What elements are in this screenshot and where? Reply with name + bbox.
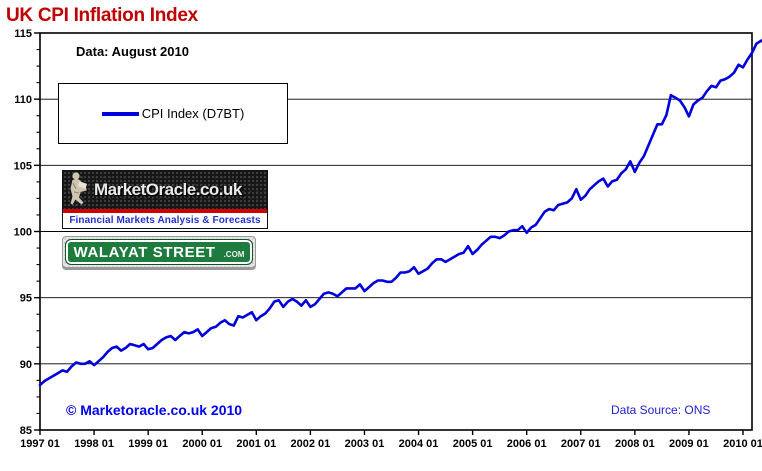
svg-text:2004 01: 2004 01 — [399, 438, 439, 450]
walayat-street-sign: WALAYAT STREET .COM — [65, 239, 253, 265]
copyright-notice: © Marketoracle.co.uk 2010 — [66, 402, 243, 418]
svg-text:2003 01: 2003 01 — [345, 438, 385, 450]
walayat-street-text: WALAYAT STREET — [73, 243, 216, 261]
svg-text:2009 01: 2009 01 — [669, 438, 709, 450]
svg-text:2002 01: 2002 01 — [291, 438, 331, 450]
svg-text:2006 01: 2006 01 — [507, 438, 547, 450]
svg-text:110: 110 — [14, 94, 32, 106]
svg-text:2005 01: 2005 01 — [453, 438, 493, 450]
svg-text:100: 100 — [14, 227, 32, 239]
data-vintage-label: Data: August 2010 — [76, 44, 189, 59]
legend-series-label: CPI Index (D7BT) — [141, 106, 245, 121]
svg-text:2007 01: 2007 01 — [561, 438, 601, 450]
walayat-street-logo: WALAYAT STREET .COM — [62, 236, 256, 268]
svg-text:115: 115 — [14, 28, 32, 40]
svg-text:2010 01: 2010 01 — [723, 438, 762, 450]
marketoracle-tagline: Financial Markets Analysis & Forecasts — [69, 215, 261, 226]
svg-text:85: 85 — [20, 425, 32, 437]
svg-text:2001 01: 2001 01 — [236, 438, 276, 450]
svg-text:95: 95 — [20, 293, 32, 305]
svg-text:90: 90 — [20, 359, 32, 371]
marketoracle-logo-banner: MarketOracle.co.uk — [63, 171, 267, 209]
oracle-statue-icon — [66, 171, 92, 210]
legend-line-swatch-icon — [101, 111, 139, 116]
marketoracle-logo-text: MarketOracle.co.uk — [94, 180, 242, 199]
page-title: UK CPI Inflation Index — [6, 5, 198, 26]
walayat-street-suffix: .COM — [223, 249, 245, 259]
svg-text:1998 01: 1998 01 — [74, 438, 114, 450]
svg-text:105: 105 — [14, 160, 32, 172]
marketoracle-red-stripe — [63, 209, 267, 213]
data-source-label: Data Source: ONS — [611, 403, 711, 417]
chart-legend: CPI Index (D7BT) — [58, 83, 288, 144]
svg-text:1999 01: 1999 01 — [128, 438, 168, 450]
marketoracle-logo: MarketOracle.co.uk Financial Markets Ana… — [62, 170, 268, 229]
svg-text:1997 01: 1997 01 — [20, 438, 60, 450]
svg-text:2000 01: 2000 01 — [182, 438, 222, 450]
svg-text:2008 01: 2008 01 — [615, 438, 655, 450]
marketoracle-tagline-strip: Financial Markets Analysis & Forecasts — [63, 213, 267, 228]
